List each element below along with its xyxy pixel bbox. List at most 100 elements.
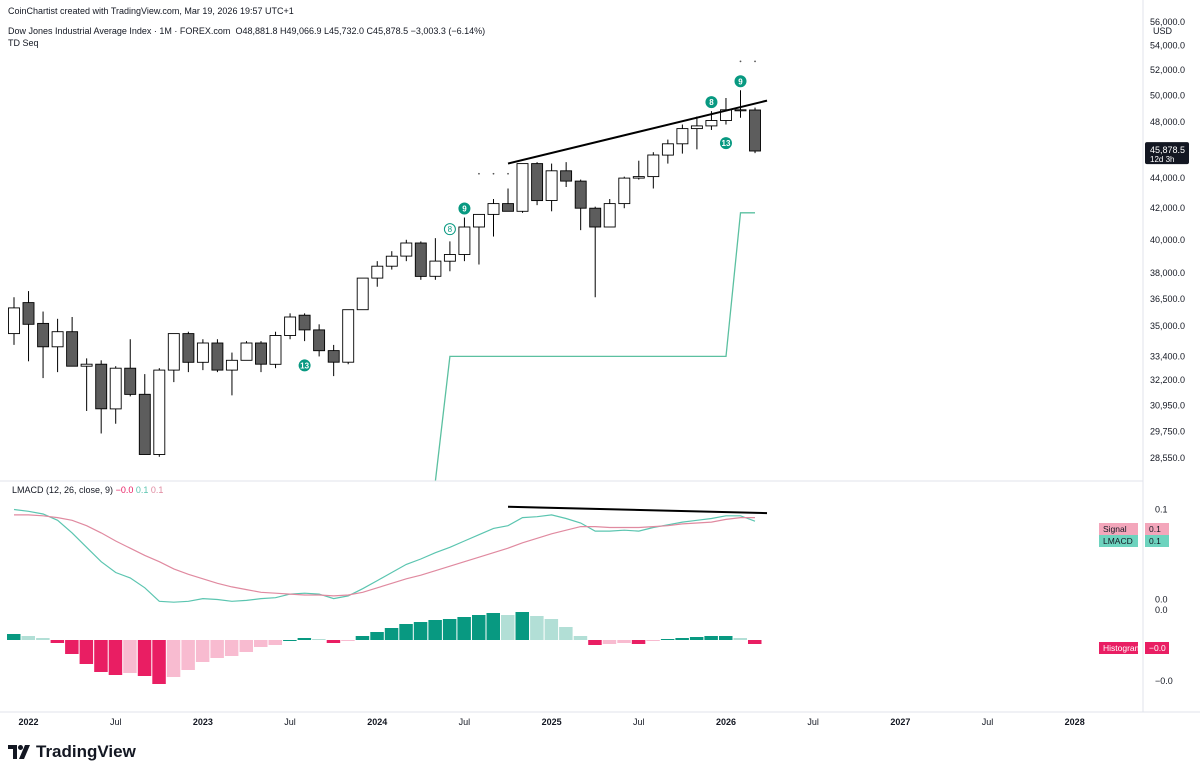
lmacd-axis-label: 0.0 xyxy=(1155,605,1168,615)
time-axis-label: Jul xyxy=(459,717,471,727)
signal-tag-name-box xyxy=(1099,523,1138,535)
candle-body xyxy=(95,363,108,410)
signal-tag-value-box xyxy=(1145,523,1169,535)
candle xyxy=(240,341,253,361)
divergence-trendline xyxy=(507,505,768,515)
candle-body xyxy=(618,177,631,205)
candle-body xyxy=(734,109,747,112)
candle-body xyxy=(356,277,369,311)
td-count-number: 8 xyxy=(448,225,453,234)
td-dot xyxy=(507,172,509,175)
candle-body xyxy=(705,120,718,127)
time-axis-label: 2027 xyxy=(890,717,910,727)
candle-body xyxy=(676,128,689,145)
td-count-label: 13 xyxy=(719,137,732,150)
td-count-number: 13 xyxy=(300,361,309,370)
candle xyxy=(138,374,151,455)
candle-body xyxy=(37,322,50,348)
lmacd-value-macd: 0.1 xyxy=(135,485,149,495)
candle-body xyxy=(298,314,311,331)
histogram-bar xyxy=(195,640,210,662)
candle xyxy=(313,324,326,357)
td-count-badge xyxy=(298,359,311,372)
lmacd-legend[interactable]: LMACD (12, 26, close, 9) −0.0 0.1 0.1 xyxy=(12,485,163,495)
candle-body xyxy=(661,143,674,156)
chart-credit: CoinChartist created with TradingView.co… xyxy=(8,6,294,16)
price-axis-label: 50,000.0 xyxy=(1150,90,1185,100)
time-axis-label: 2026 xyxy=(716,717,736,727)
candle-body xyxy=(153,369,166,455)
ohlc-values: O48,881.8 H49,066.9 L45,732.0 C45,878.5 … xyxy=(235,26,486,36)
candle-body xyxy=(182,333,195,363)
candle xyxy=(182,331,195,373)
histogram-bar xyxy=(704,636,718,640)
candle-body xyxy=(124,367,137,395)
histogram-bar xyxy=(283,640,297,641)
histogram-bar xyxy=(675,638,689,640)
candle-body xyxy=(240,342,253,361)
td-count-label: 9 xyxy=(734,75,747,88)
tradingview-logo[interactable]: TradingView xyxy=(8,742,136,762)
candle-body xyxy=(603,203,616,228)
histogram-bar xyxy=(428,620,442,640)
histogram-bar xyxy=(210,640,224,658)
histogram-bar xyxy=(602,640,617,644)
lmacd-axis-label: −0.0 xyxy=(1155,676,1173,686)
histogram-bar xyxy=(341,640,355,641)
candle-body xyxy=(284,316,297,336)
histogram-bar xyxy=(689,637,704,640)
price-axis-label: 33,400.0 xyxy=(1150,351,1185,361)
candle-body xyxy=(400,242,413,257)
candle-body xyxy=(429,260,442,277)
histogram-bar xyxy=(442,619,457,640)
candle xyxy=(371,261,384,287)
candle xyxy=(255,341,267,373)
histogram-bar xyxy=(384,628,399,640)
histogram-bar xyxy=(719,636,733,640)
candle xyxy=(531,162,544,206)
candle xyxy=(298,313,311,342)
lmacd-value-signal: 0.1 xyxy=(150,485,164,495)
candle-body xyxy=(414,242,427,277)
currency-label[interactable]: USD xyxy=(1153,26,1173,36)
histogram-bar xyxy=(326,640,341,643)
td-count-badge xyxy=(458,202,471,215)
candle-body xyxy=(109,367,122,410)
histogram-bar xyxy=(370,632,384,640)
lmacd-tag-name-box xyxy=(1099,535,1138,547)
histogram-bar xyxy=(457,617,471,640)
candle-body xyxy=(196,342,209,363)
candle xyxy=(618,176,631,209)
candle-body xyxy=(51,331,64,348)
lmacd-pane[interactable]: Signal 0.1 LMACD 0.1 Histogram −0.0 xyxy=(7,505,1169,684)
candle-body xyxy=(545,170,558,201)
time-axis-label: Jul xyxy=(807,717,819,727)
candle xyxy=(284,313,297,340)
candle-body xyxy=(502,203,514,212)
last-price-value: 45,878.5 xyxy=(1150,145,1185,155)
candle xyxy=(749,107,761,154)
candle xyxy=(211,339,224,373)
candle xyxy=(429,238,442,280)
candle xyxy=(473,213,485,265)
lmacd-tag-value-box xyxy=(1145,535,1169,547)
tradingview-logo-icon xyxy=(8,745,30,759)
time-axis-label: Jul xyxy=(284,717,296,727)
histogram-bar xyxy=(646,640,660,641)
candle xyxy=(516,163,529,213)
histogram-bar xyxy=(108,640,123,675)
candle xyxy=(589,206,602,298)
study-td-seq[interactable]: TD Seq xyxy=(8,38,39,48)
histogram-bar xyxy=(573,636,588,640)
time-axis-label: Jul xyxy=(633,717,645,727)
td-count-label: 8 xyxy=(705,96,718,109)
lmacd-tag: LMACD 0.1 xyxy=(1099,535,1169,547)
symbol-name[interactable]: Dow Jones Industrial Average Index · 1M … xyxy=(8,26,231,36)
td-count-number: 8 xyxy=(709,98,714,107)
histogram-bar xyxy=(515,612,529,640)
histogram-bar xyxy=(166,640,181,677)
histogram-bar xyxy=(631,640,646,644)
td-dot xyxy=(754,60,756,63)
